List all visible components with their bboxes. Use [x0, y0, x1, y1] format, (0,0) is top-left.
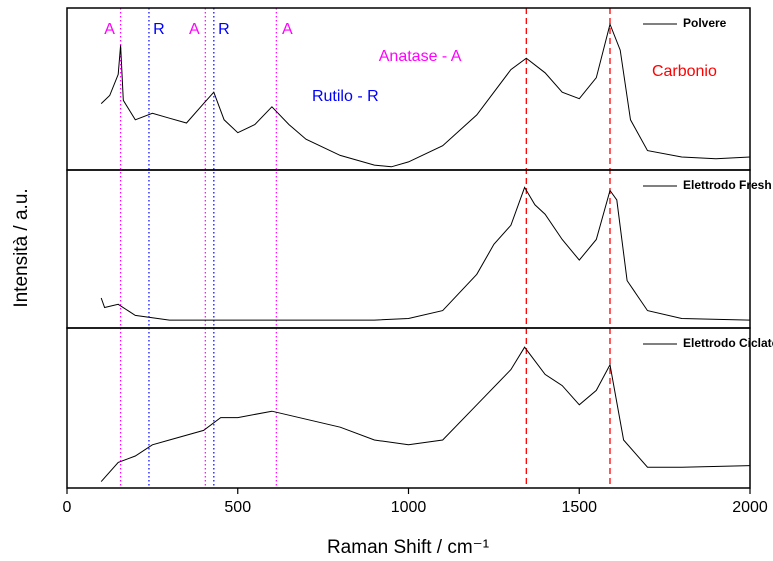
x-tick-label: 1500 [561, 499, 597, 516]
annotation: Carbonio [652, 63, 717, 80]
panel-frame [66, 169, 751, 329]
legend-label: Elettrodo Fresh [683, 178, 772, 192]
x-axis-label: Raman Shift / cm⁻¹ [327, 537, 489, 558]
reference-label: A [189, 21, 200, 38]
spectrum-line [100, 186, 751, 321]
annotation: Anatase - A [379, 48, 462, 65]
legend-label: Polvere [683, 16, 727, 30]
y-axis-label: Intensità / a.u. [11, 188, 32, 307]
reference-label: R [153, 21, 165, 38]
x-tick-label: 1000 [391, 499, 427, 516]
x-tick-label: 2000 [732, 499, 768, 516]
panel-frame [66, 327, 751, 489]
annotation: Rutilo - R [312, 88, 379, 105]
reference-label: R [218, 21, 230, 38]
reference-label: A [282, 21, 293, 38]
legend-label: Elettrodo Ciclato [683, 336, 773, 350]
spectrum-line [100, 346, 751, 482]
x-tick-label: 0 [63, 499, 72, 516]
panel-frame [66, 7, 751, 171]
x-tick-label: 500 [224, 499, 251, 516]
spectrum-line [100, 22, 751, 168]
reference-label: A [104, 21, 115, 38]
